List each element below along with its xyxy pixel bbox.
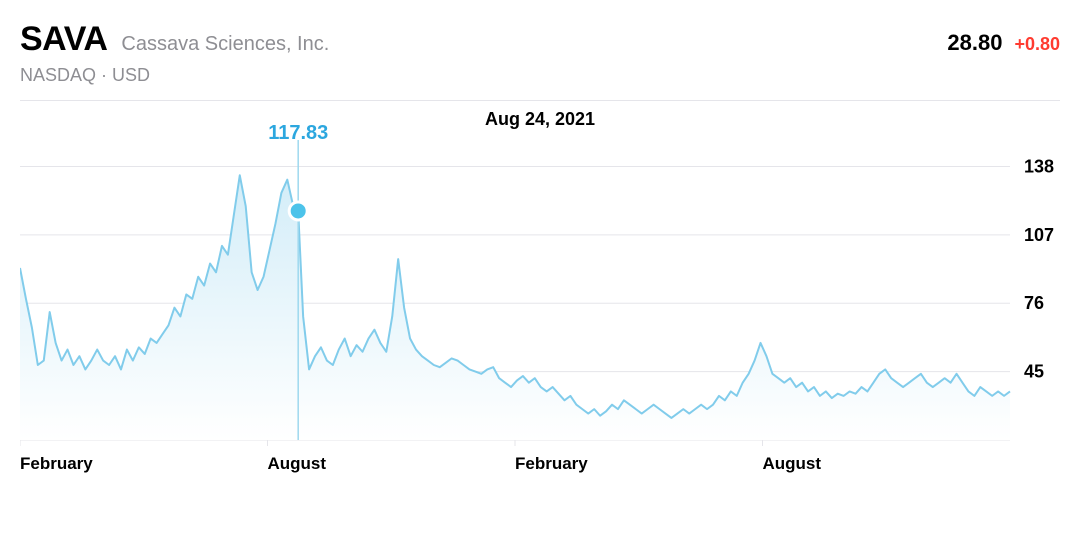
x-axis-labels: February August February August xyxy=(20,454,1060,478)
header: SAVA Cassava Sciences, Inc. 28.80 +0.80 xyxy=(20,20,1060,59)
header-right: 28.80 +0.80 xyxy=(947,30,1060,56)
x-tick-label: February xyxy=(515,454,588,474)
tooltip-value: 117.83 xyxy=(268,122,328,145)
price-chart[interactable]: 138 107 76 45 xyxy=(20,130,1060,450)
y-tick-label: 45 xyxy=(1024,362,1044,382)
price-change: +0.80 xyxy=(1014,34,1060,55)
company-name: Cassava Sciences, Inc. xyxy=(121,33,329,56)
tooltip-date: Aug 24, 2021 xyxy=(20,109,1060,130)
last-price: 28.80 xyxy=(947,30,1002,56)
chart-container: 117.83 1381077645 xyxy=(20,130,1060,450)
marker-dot xyxy=(289,202,307,220)
ticker-symbol: SAVA xyxy=(20,20,107,59)
x-tick-label: February xyxy=(20,454,93,474)
x-tick-label: August xyxy=(763,454,822,474)
y-tick-label: 76 xyxy=(1024,293,1044,313)
y-tick-label: 107 xyxy=(1024,225,1054,245)
divider xyxy=(20,100,1060,101)
x-tick-label: August xyxy=(268,454,327,474)
exchange-label: NASDAQ · USD xyxy=(20,65,1060,86)
y-tick-label: 138 xyxy=(1024,156,1054,176)
header-left: SAVA Cassava Sciences, Inc. xyxy=(20,20,329,59)
